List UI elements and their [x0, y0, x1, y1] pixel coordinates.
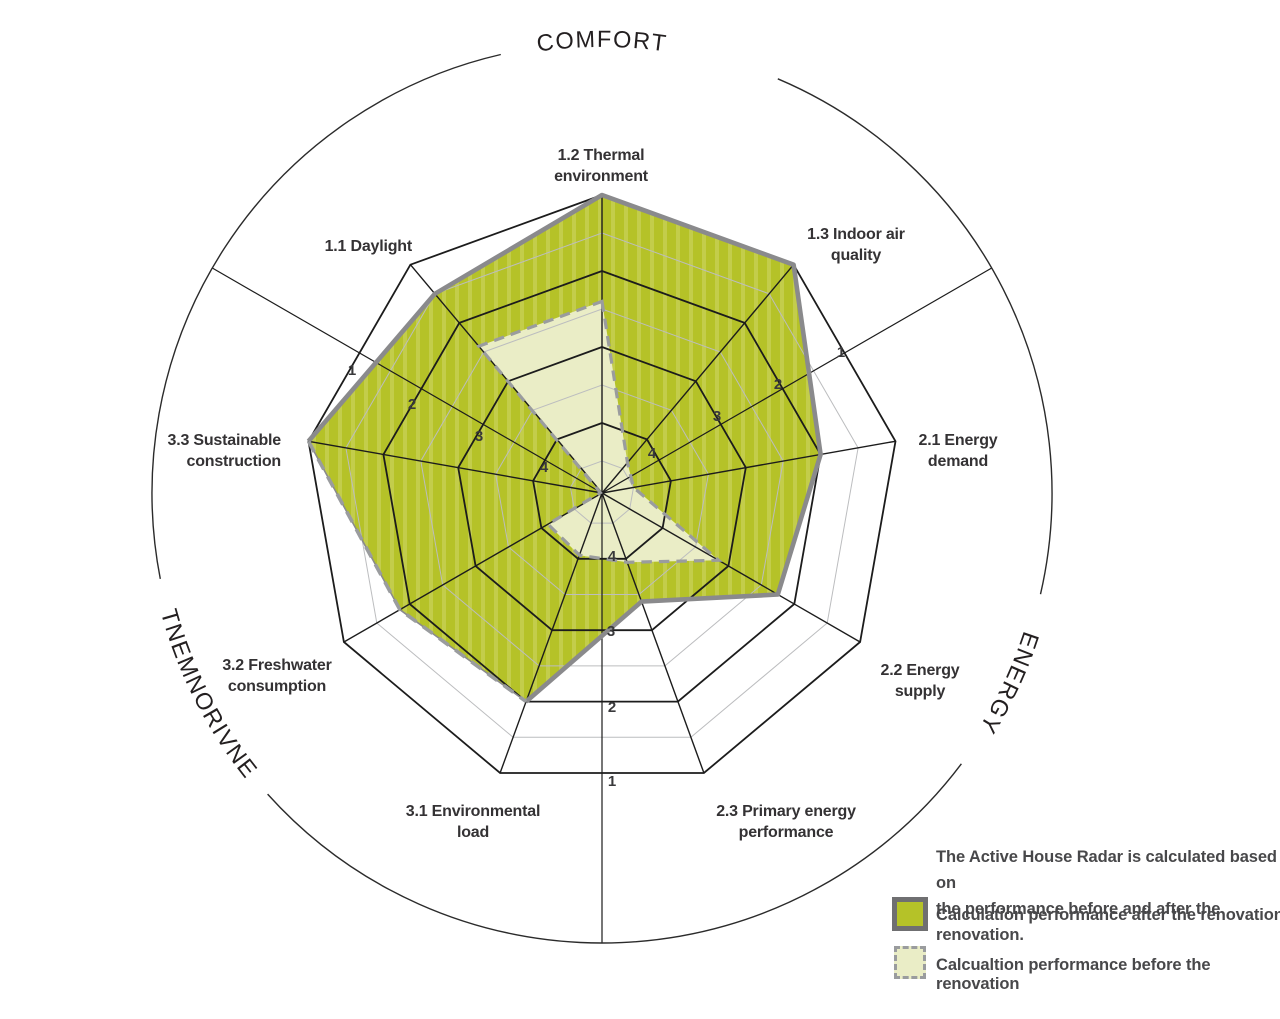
tick-label: 4 — [608, 548, 617, 565]
after-series-swatch — [892, 897, 928, 931]
axis-spoke — [308, 440, 603, 494]
outer-circle-arc — [267, 763, 962, 944]
tick-label: 2 — [774, 376, 782, 393]
axis-spoke — [601, 492, 861, 643]
before-outline-dashed — [476, 299, 723, 564]
tick-label: 4 — [648, 445, 657, 462]
before-equals-after-dashed-edge — [306, 440, 528, 704]
axis-label-3.3: 3.3 Sustainable construction — [168, 432, 282, 470]
tick-label: 1 — [608, 773, 616, 790]
tick-label: 1 — [348, 362, 356, 379]
axis-label-2.1: 2.1 Energy demand — [919, 432, 998, 470]
category-divider-line — [211, 267, 603, 494]
tick-label: 3 — [713, 408, 721, 425]
outer-circle-arc — [777, 78, 1053, 595]
after-series-label: Calculation performance after the renova… — [936, 906, 1280, 924]
axis-label-1.2: 1.2 Thermal environment — [554, 147, 649, 185]
tick-label: 2 — [608, 699, 616, 716]
category-label-comfort: COMFORT — [535, 26, 669, 57]
tick-label: 1 — [837, 344, 845, 361]
axis-spoke — [601, 264, 795, 494]
axis-spoke — [601, 492, 705, 774]
axis-spoke — [601, 440, 896, 494]
axis-labels: 1.1 Daylight 1.2 Thermal environment 1.3 In… — [168, 147, 998, 841]
axis-spoke — [409, 264, 603, 494]
legend-note: The Active House Radar is calculated bas… — [936, 844, 1280, 948]
axis-label-2.3: 2.3 Primary energy performance — [716, 803, 856, 841]
scale-tick-labels: 1 2 3 4 1 2 3 4 4 3 2 1 — [348, 344, 845, 790]
before-series-swatch — [894, 946, 926, 979]
category-divider-line — [601, 267, 993, 494]
tick-label: 4 — [540, 459, 549, 476]
axis-label-3.1: 3.1 Environmental load — [406, 803, 540, 841]
tick-label: 2 — [408, 396, 416, 413]
tick-label: 3 — [475, 428, 483, 445]
axis-label-2.2: 2.2 Energy supply — [881, 662, 960, 700]
axis-label-3.2: 3.2 Freshwater consumption — [222, 657, 331, 695]
axis-label-1.3: 1.3 Indoor air quality — [807, 226, 905, 264]
after-outline-solid — [306, 192, 823, 704]
legend-note-line1: The Active House Radar is calculated bas… — [936, 848, 1277, 892]
axis-label-1.1: 1.1 Daylight — [325, 238, 413, 255]
legend-note-line2: the performance before and after the ren… — [936, 900, 1221, 944]
outer-circle-arc — [151, 53, 501, 580]
tick-label: 3 — [607, 623, 615, 640]
axis-spoke — [499, 492, 603, 774]
category-label-energy: ENERGY — [974, 629, 1044, 739]
before-performance-area — [478, 301, 719, 563]
before-series-label: Calcualtion performance before the renov… — [936, 956, 1211, 993]
